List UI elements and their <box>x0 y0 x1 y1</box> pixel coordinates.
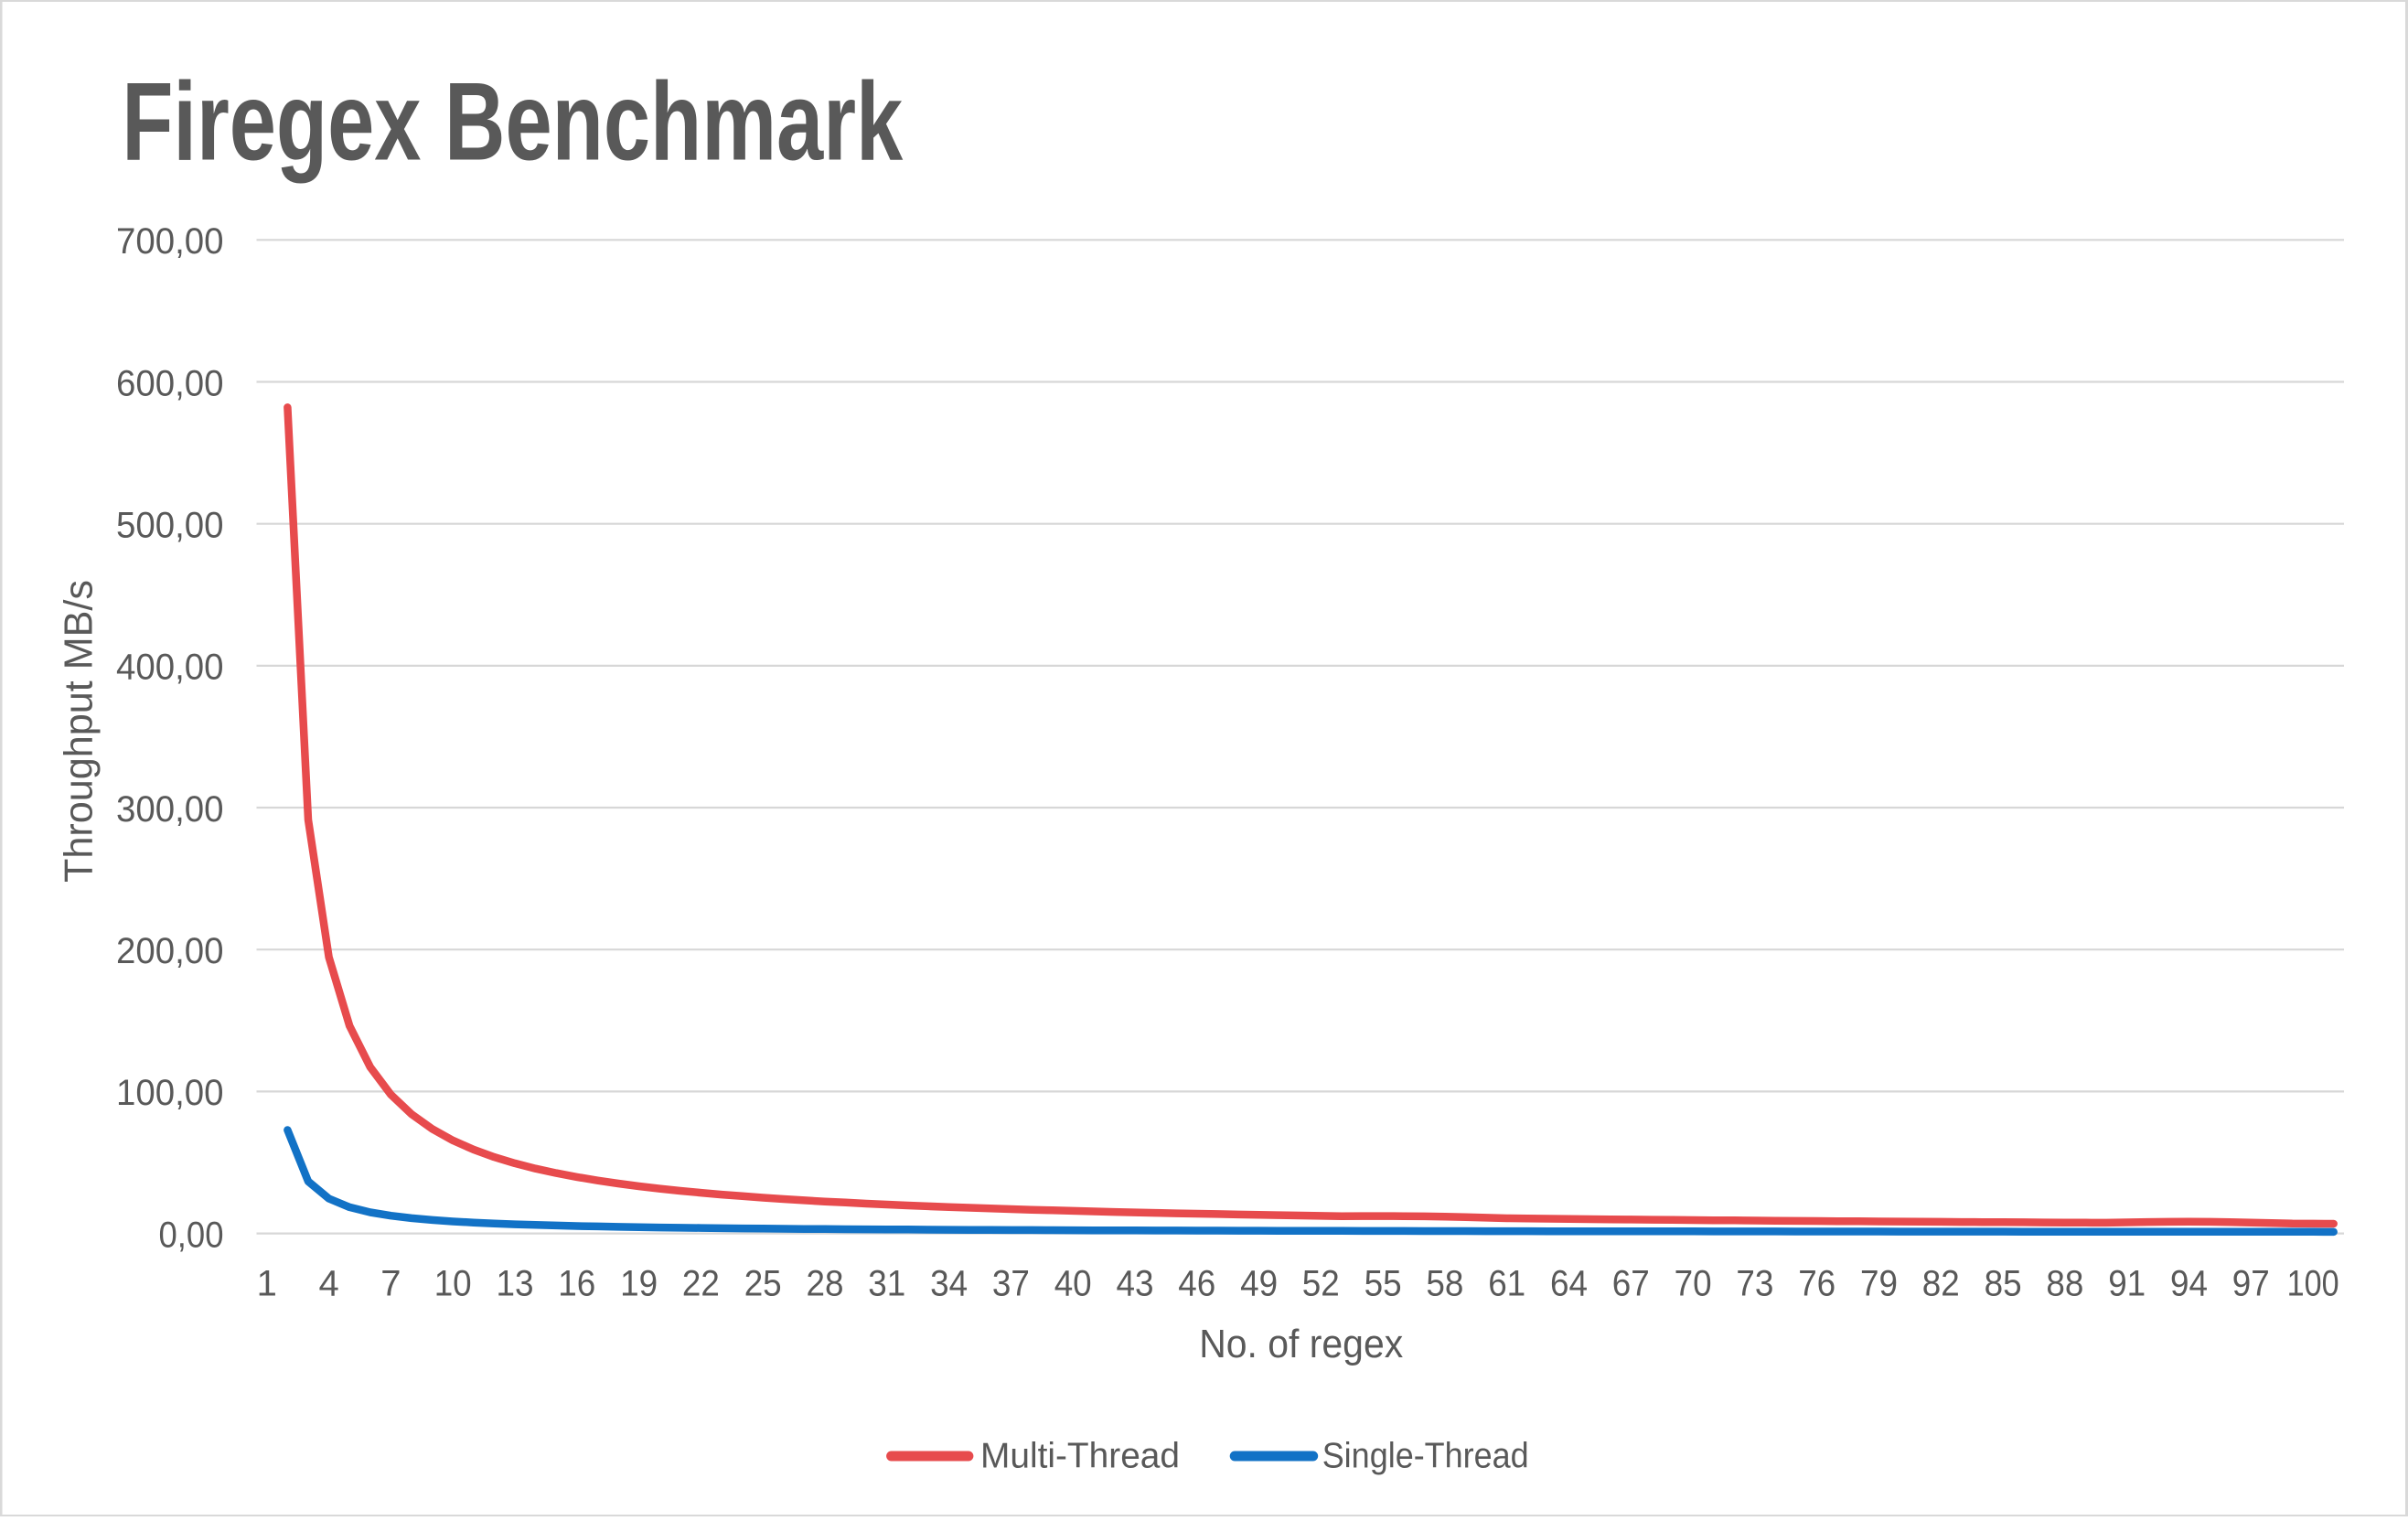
svg-text:73: 73 <box>1736 1264 1773 1304</box>
svg-text:40: 40 <box>1054 1264 1092 1304</box>
svg-text:94: 94 <box>2170 1264 2208 1304</box>
svg-text:31: 31 <box>868 1264 905 1304</box>
svg-text:64: 64 <box>1550 1264 1588 1304</box>
svg-text:88: 88 <box>2046 1264 2083 1304</box>
svg-text:97: 97 <box>2232 1264 2270 1304</box>
svg-text:7: 7 <box>380 1264 401 1304</box>
svg-text:500,00: 500,00 <box>116 506 224 546</box>
svg-text:0,00: 0,00 <box>159 1215 224 1255</box>
svg-text:4: 4 <box>318 1264 338 1304</box>
svg-text:400,00: 400,00 <box>116 648 224 688</box>
svg-text:52: 52 <box>1302 1264 1340 1304</box>
svg-text:Single-Thread: Single-Thread <box>1322 1437 1529 1476</box>
svg-text:55: 55 <box>1365 1264 1402 1304</box>
svg-text:76: 76 <box>1798 1264 1835 1304</box>
svg-text:37: 37 <box>992 1264 1030 1304</box>
svg-text:16: 16 <box>558 1264 595 1304</box>
svg-text:200,00: 200,00 <box>116 931 224 971</box>
svg-text:Multi-Thread: Multi-Thread <box>980 1437 1180 1476</box>
svg-text:70: 70 <box>1675 1264 1712 1304</box>
svg-text:34: 34 <box>930 1264 968 1304</box>
svg-text:43: 43 <box>1117 1264 1154 1304</box>
svg-text:28: 28 <box>807 1264 844 1304</box>
svg-text:49: 49 <box>1240 1264 1278 1304</box>
svg-text:100: 100 <box>2287 1264 2339 1304</box>
svg-text:700,00: 700,00 <box>116 221 224 262</box>
svg-text:13: 13 <box>497 1264 534 1304</box>
svg-text:58: 58 <box>1426 1264 1463 1304</box>
svg-text:85: 85 <box>1985 1264 2022 1304</box>
svg-text:19: 19 <box>620 1264 658 1304</box>
svg-text:600,00: 600,00 <box>116 363 224 403</box>
svg-text:79: 79 <box>1860 1264 1898 1304</box>
svg-text:300,00: 300,00 <box>116 789 224 830</box>
svg-text:46: 46 <box>1178 1264 1215 1304</box>
svg-text:Throughput MB/s: Throughput MB/s <box>57 580 102 883</box>
svg-text:82: 82 <box>1922 1264 1960 1304</box>
svg-text:91: 91 <box>2108 1264 2146 1304</box>
svg-text:100,00: 100,00 <box>116 1073 224 1113</box>
svg-text:Firegex Benchmark: Firegex Benchmark <box>122 59 903 184</box>
svg-text:1: 1 <box>257 1264 277 1304</box>
svg-text:22: 22 <box>682 1264 720 1304</box>
svg-text:61: 61 <box>1488 1264 1525 1304</box>
svg-text:No. of regex: No. of regex <box>1199 1322 1403 1366</box>
svg-text:10: 10 <box>434 1264 472 1304</box>
svg-text:67: 67 <box>1612 1264 1650 1304</box>
svg-text:25: 25 <box>744 1264 782 1304</box>
